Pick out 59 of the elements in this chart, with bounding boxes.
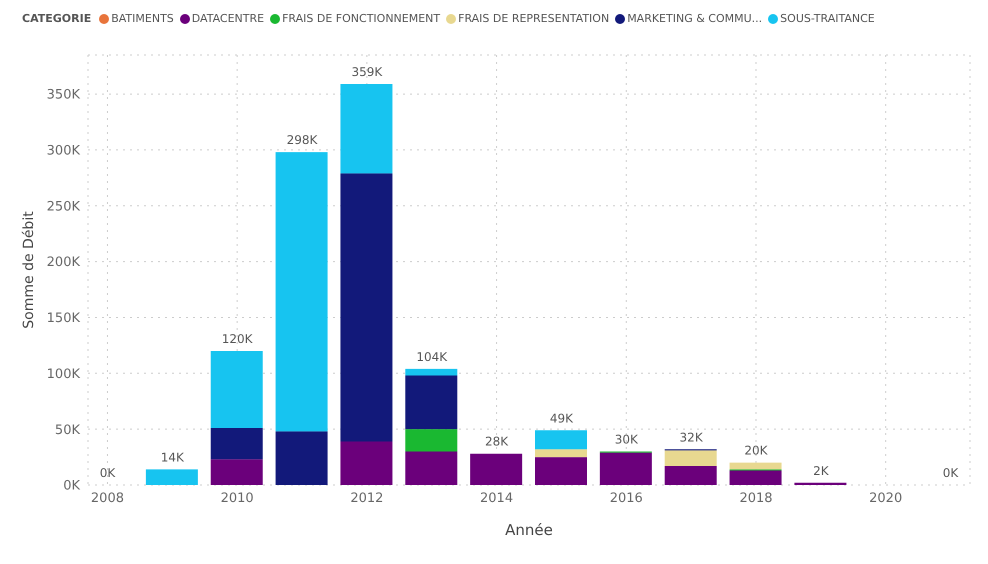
y-tick-label: 350K [46,88,80,103]
legend-label: FRAIS DE REPRESENTATION [457,12,610,25]
legend-label: FRAIS DE FONCTIONNEMENT [281,12,440,25]
bar [535,457,587,485]
x-tick-label: 2018 [739,491,773,506]
bar [340,441,392,485]
bar [730,470,782,485]
bar [276,152,328,432]
x-tick-label: 2014 [480,491,514,506]
x-tick-label: 2016 [610,491,643,506]
total-label: 0K [100,466,116,480]
bar [405,451,458,485]
total-label: 28K [485,434,510,449]
y-axis-title: Somme de Débit [20,210,37,329]
bar [664,450,717,466]
y-tick-label: 200K [46,255,80,270]
total-label: 298K [286,133,319,148]
bar [600,452,652,485]
total-label: 49K [550,411,574,426]
bar [535,430,587,450]
bar [405,368,458,376]
legend-label: SOUS-TRAITANCE [779,12,875,25]
bar [405,429,458,452]
total-label: 104K [416,350,448,364]
bar [146,469,198,485]
total-label: 2K [813,464,830,478]
bar [664,466,717,485]
x-tick-label: 2010 [220,491,254,506]
bar [470,454,522,485]
y-tick-label: 300K [46,144,80,159]
bar [535,449,587,458]
total-label: 359K [351,65,384,80]
legend-label: DATACENTRE [190,12,264,25]
y-tick-label: 0K [63,478,80,494]
legend-label: BATIMENTS [110,12,174,25]
bar [340,173,392,442]
total-label: 32K [680,430,704,444]
total-label: 30K [614,432,639,446]
total-label: 20K [744,444,769,458]
y-tick-label: 150K [46,311,80,326]
x-tick-label: 2008 [90,491,124,506]
x-axis-title: Année [505,521,553,539]
legend-title: CATEGORIE [22,12,92,25]
y-tick-label: 50K [54,422,80,438]
y-tick-label: 250K [46,199,80,214]
bar [340,84,392,174]
bar [730,462,782,470]
legend-label: MARKETING & COMMU... [626,12,762,25]
total-label: 14K [160,450,186,464]
x-tick-label: 2020 [869,491,902,506]
total-label: 0K [942,466,960,480]
bar [276,431,328,485]
bar [210,350,263,428]
bar [405,376,458,430]
bar [210,459,263,485]
x-tick-label: 2012 [350,491,384,506]
bar [210,428,263,460]
y-tick-label: 100K [46,366,80,382]
total-label: 120K [222,332,254,346]
